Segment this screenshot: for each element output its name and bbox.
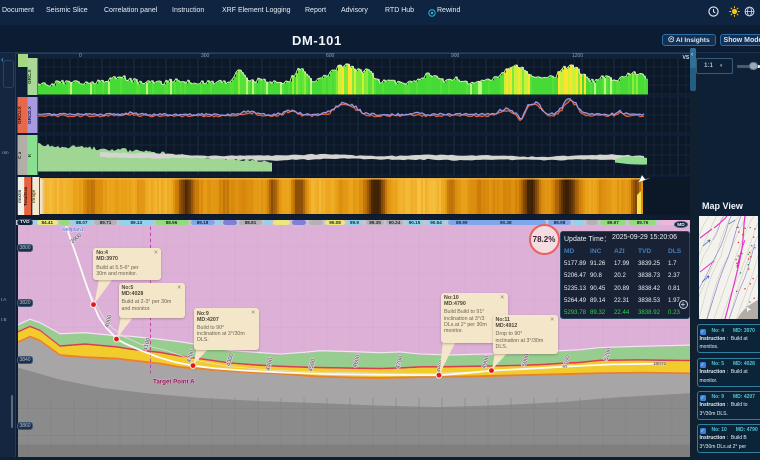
svg-text:5200: 5200 [603,348,612,362]
svg-text:4900: 4900 [481,356,490,370]
svg-text:4700: 4700 [395,356,404,370]
svg-text:4300: 4300 [226,353,235,367]
svg-text:4000: 4000 [104,315,113,329]
svg-text:4100: 4100 [143,338,152,352]
svg-text:4200: 4200 [186,350,195,364]
svg-text:5100: 5100 [562,355,571,369]
svg-text:5000: 5000 [521,354,530,368]
svg-text:10071: 10071 [653,361,667,367]
svg-text:4400: 4400 [265,358,274,372]
svg-text:4500: 4500 [308,359,317,373]
svg-text:4600: 4600 [352,355,361,369]
svg-text:Target Point A: Target Point A [153,379,195,386]
svg-text:wellplan1: wellplan1 [62,227,84,233]
